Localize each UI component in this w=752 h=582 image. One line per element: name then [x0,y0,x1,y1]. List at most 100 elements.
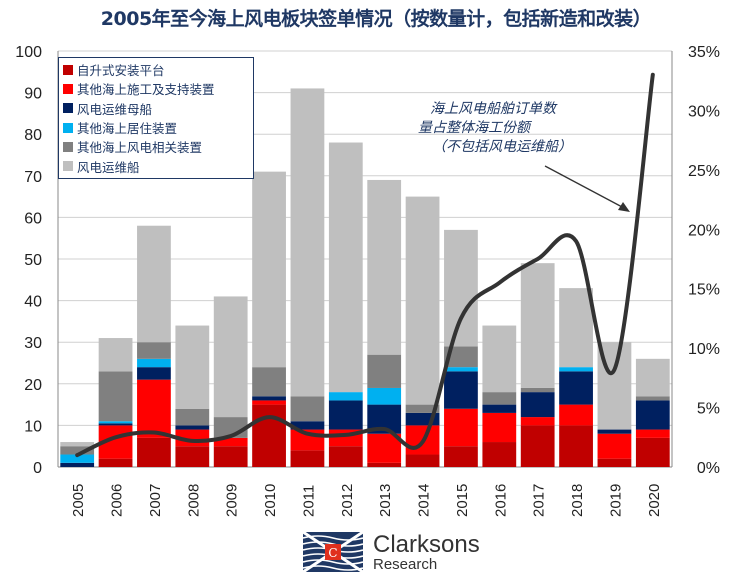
bar-segment [328,446,363,467]
bar-segment [482,325,517,393]
bar-segment [444,371,478,409]
clarksons-flag-icon: C [303,532,363,572]
bar-segment [98,421,133,424]
bar-segment [175,425,210,430]
bar-segment [290,396,325,422]
bar-segment [252,396,286,401]
x-tick-label: 2005 [70,484,87,517]
legend-item: 风电运维母船 [63,99,253,118]
annotation-line: 海上风电船舶订单数 [430,101,556,117]
x-tick-label: 2020 [646,484,663,517]
x-tick-label: 2010 [262,484,279,517]
legend-swatch [63,64,73,75]
bar-segment [60,442,95,447]
bar-segment [98,371,133,422]
legend: 自升式安装平台 其他海上施工及支持装置 风电运维母船 其他海上居住装置 其他海上… [58,57,254,179]
legend-label: 风电运维母船 [77,101,153,117]
x-tick-label: 2018 [569,484,586,517]
y-tick-label: 0 [33,460,42,477]
y-tick-label: 30 [24,335,42,352]
x-tick-label: 2006 [109,484,126,517]
svg-text:C: C [328,546,337,560]
y-tick-label: 80 [24,127,42,144]
line-annotation: 海上风电船舶订单数 量占整体海工份额 （不包括风电运维船） [408,100,628,157]
bar-segment [559,404,593,426]
bar-segment [213,446,248,467]
x-tick-label: 2015 [454,484,471,517]
bar-segment [482,404,517,413]
legend-swatch [63,161,73,172]
bar-segment [252,400,286,405]
bar-segment [559,288,593,368]
bar-segment [597,458,632,467]
bar-segment [60,446,95,455]
logo-sub: Research [373,555,438,573]
legend-label: 其他海上风电相关装置 [77,140,203,156]
bar-segment [252,404,286,467]
y-tick-label: 10 [24,418,42,435]
legend-swatch [63,103,73,114]
y-tick-label: 40 [24,294,42,311]
bar-segment [482,392,517,405]
bar-segment [559,367,593,372]
y2-tick-label: 0% [697,460,720,477]
bar-segment [137,437,171,467]
bar-segment [98,338,133,372]
legend-label: 风电运维船 [77,159,140,175]
y2-tick-label: 30% [688,103,720,120]
bar-segment [520,425,555,467]
legend-item: 风电运维船 [63,156,253,175]
bar-segment [367,387,402,405]
annotation-arrow [544,165,625,209]
chart-title: 2005年至今海上风电板块签单情况（按数量计，包括新造和改装） [100,8,652,30]
bar-segment [213,296,248,418]
bar-segment [597,433,632,459]
y-tick-label: 60 [24,210,42,227]
legend-item: 其他海上施工及支持装置 [63,79,253,98]
x-tick-label: 2009 [224,484,241,517]
legend-item: 其他海上风电相关装置 [63,137,253,156]
y2-tick-label: 10% [688,341,720,358]
y2-tick-label: 20% [688,222,720,239]
bar-segment [444,367,478,372]
legend-label: 自升式安装平台 [77,63,165,79]
annotation-line: 量占整体海工份额 [418,120,530,136]
legend-label: 其他海上居住装置 [77,121,178,137]
legend-item: 其他海上居住装置 [63,118,253,137]
x-tick-label: 2014 [416,484,433,517]
bar-segment [252,171,286,368]
bar-segment [482,412,517,443]
legend-swatch [63,122,73,133]
bar-segment [597,429,632,434]
bar-segment [367,354,402,388]
y-tick-label: 20 [24,377,42,394]
bar-segment [444,229,478,347]
x-tick-label: 2007 [147,484,164,517]
bar-segment [444,408,478,447]
bar-segment [328,392,363,401]
y-tick-label: 100 [15,44,42,61]
bar-segment [405,196,440,405]
y-tick-label: 90 [24,86,42,103]
y2-tick-label: 5% [697,401,720,418]
y2-tick-label: 15% [688,282,720,299]
share-line [75,72,655,458]
bar-segment [60,462,95,467]
clarksons-logo: C Clarksons Research [303,532,480,572]
bar-segment [137,342,171,359]
bar-segment [635,396,670,401]
annotation-line: （不包括风电运维船） [432,139,572,155]
legend-label: 其他海上施工及支持装置 [77,82,215,98]
y-tick-label: 70 [24,169,42,186]
x-tick-label: 2013 [377,484,394,517]
bar-segment [559,425,593,467]
logo-name: Clarksons [373,530,480,558]
bar-segment [635,437,670,467]
x-tick-label: 2008 [185,484,202,517]
bar-segment [405,454,440,467]
bar-segment [635,429,670,438]
bar-segment [520,263,555,388]
bar-segment [520,392,555,418]
bar-segment [367,179,402,355]
bar-segment [98,458,133,467]
